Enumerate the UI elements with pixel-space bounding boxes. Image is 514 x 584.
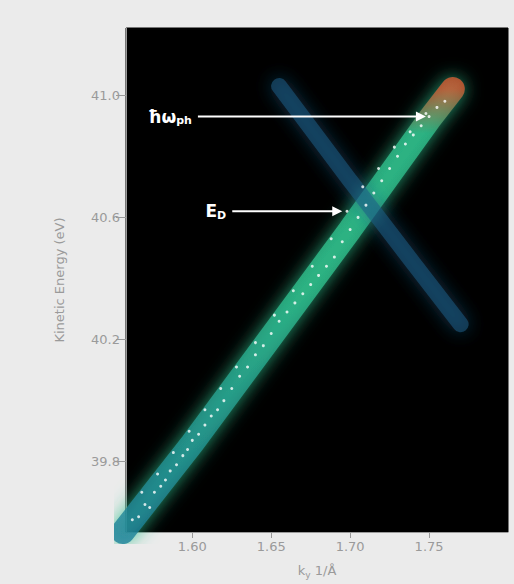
svg-text:1.60: 1.60 — [178, 539, 207, 554]
svg-text:41.0: 41.0 — [91, 88, 120, 103]
svg-text:E: E — [206, 201, 218, 221]
svg-text:1.70: 1.70 — [336, 539, 365, 554]
svg-text:40.2: 40.2 — [91, 332, 120, 347]
svg-text:D: D — [217, 209, 226, 222]
svg-text:1.65: 1.65 — [257, 539, 286, 554]
svg-text:40.6: 40.6 — [91, 210, 120, 225]
svg-text:39.8: 39.8 — [91, 454, 120, 469]
svg-text:Kinetic Energy (eV): Kinetic Energy (eV) — [52, 217, 67, 342]
svg-text:ħω: ħω — [148, 107, 176, 127]
html-text:ky: ky — [297, 563, 311, 580]
svg-text:1/Å: 1/Å — [311, 563, 337, 578]
svg-text:ph: ph — [176, 114, 192, 127]
svg-text:1.75: 1.75 — [415, 539, 444, 554]
